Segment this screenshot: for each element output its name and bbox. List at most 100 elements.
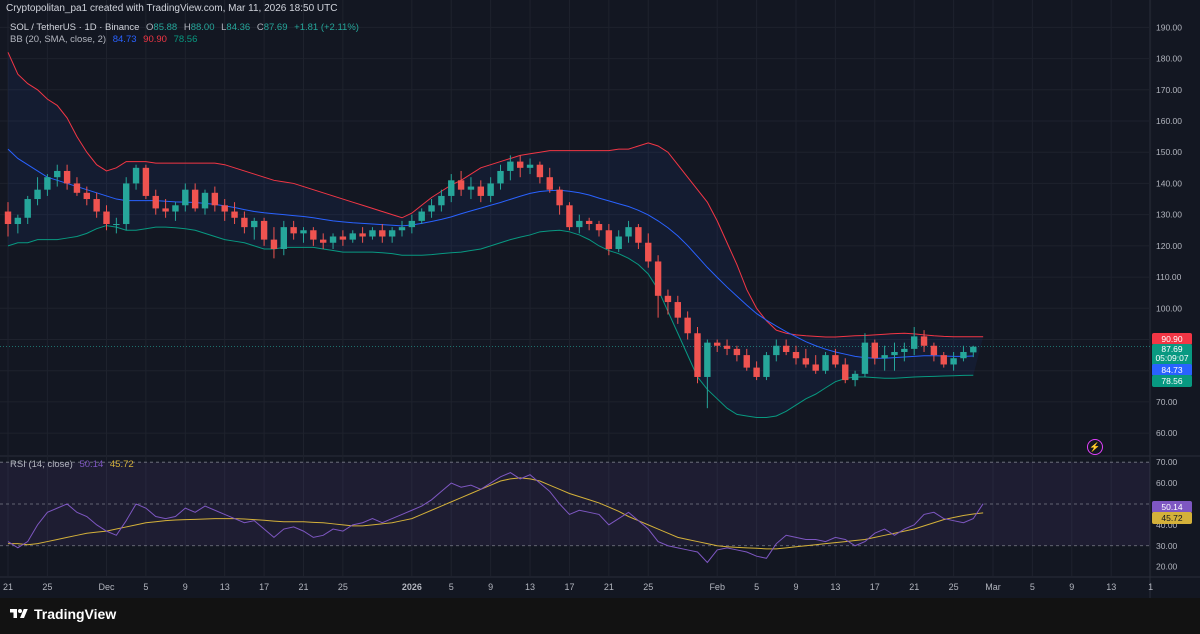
time-tick-label: 21	[3, 582, 13, 592]
candle	[497, 164, 504, 190]
ohlc-high: H88.00	[183, 22, 215, 33]
candle	[566, 202, 573, 231]
price-tick-label: 60.00	[1156, 428, 1178, 438]
time-tick-label: 9	[1069, 582, 1074, 592]
price-tick-label: 100.00	[1156, 303, 1182, 313]
chart-canvas[interactable]: 190.00180.00170.00160.00150.00140.00130.…	[0, 0, 1200, 600]
symbol-legend[interactable]: SOL / TetherUS · 1D · Binance O85.88 H88…	[10, 22, 363, 33]
candle-body	[536, 164, 544, 178]
candle-body	[881, 355, 888, 359]
candle-body	[792, 351, 800, 359]
candle-body	[63, 170, 71, 184]
candle	[861, 333, 869, 377]
candle	[940, 351, 947, 368]
chart-caption: Cryptopolitan_pa1 created with TradingVi…	[6, 3, 338, 14]
candle	[241, 211, 248, 234]
candle-body	[615, 236, 622, 249]
candle-body	[605, 230, 613, 249]
candle-body	[635, 227, 642, 243]
candle	[438, 189, 445, 212]
price-tick-label: 160.00	[1156, 116, 1182, 126]
candle	[182, 183, 189, 212]
symbol-title: SOL / TetherUS · 1D · Binance	[10, 22, 140, 33]
candle	[162, 199, 169, 218]
last-price-value: 87.69	[1161, 344, 1183, 354]
candle-body	[576, 220, 583, 228]
candle-body	[379, 230, 386, 237]
bb-legend[interactable]: BB (20, SMA, close, 2) 84.73 90.90 78.56	[10, 34, 201, 45]
candle-body	[123, 183, 130, 225]
candle	[891, 342, 898, 371]
ohlc-close: C87.69	[256, 22, 288, 33]
candle	[842, 358, 849, 384]
candle	[457, 170, 465, 196]
footer-bar	[0, 598, 1200, 634]
candle-body	[585, 220, 593, 225]
time-tick-label: 17	[564, 582, 574, 592]
candle	[320, 233, 327, 249]
candle-body	[664, 295, 672, 303]
candle-body	[477, 186, 484, 196]
price-tick-label: 130.00	[1156, 210, 1182, 220]
candle-body	[388, 230, 396, 237]
candle-body	[398, 227, 406, 231]
candle	[14, 214, 22, 234]
candle-body	[832, 355, 839, 365]
candle	[73, 177, 81, 196]
candle-body	[556, 189, 563, 206]
candle	[34, 177, 41, 206]
candle-body	[221, 205, 228, 212]
time-tick-label: 17	[870, 582, 880, 592]
candle-body	[901, 348, 908, 352]
candle	[911, 327, 918, 356]
candle-body	[201, 192, 209, 209]
chart-background	[0, 0, 1200, 600]
time-axis: 21 25 Dec 5 9 13 17 21 25 2026 5 9 13 17 21 25 Feb 5 9 13 17…	[3, 582, 1153, 592]
candle-body	[704, 342, 711, 377]
time-tick-label: 17	[259, 582, 269, 592]
last-price-tag: 87.69 05:09:07	[1152, 344, 1192, 366]
candle	[388, 227, 396, 243]
candle	[832, 348, 839, 368]
candle	[251, 217, 258, 240]
candle-body	[891, 351, 898, 356]
candle	[773, 339, 780, 362]
candle	[103, 205, 110, 231]
rsi-tick-label: 70.00	[1156, 457, 1178, 467]
candle	[152, 189, 159, 215]
candle	[960, 345, 967, 362]
candle	[201, 189, 209, 215]
candle	[536, 161, 544, 184]
candle-body	[73, 183, 81, 193]
rsi-tick-label: 20.00	[1156, 562, 1178, 572]
candle	[763, 351, 770, 381]
candle-body	[270, 239, 278, 249]
rsi-legend[interactable]: RSI (14, close) 50.14 45.72	[10, 459, 138, 470]
time-tick-label: 25	[643, 582, 653, 592]
rsi-ma-line	[8, 477, 984, 550]
candle	[635, 224, 642, 249]
candle	[743, 348, 750, 371]
candle	[191, 183, 199, 212]
candle-body	[753, 367, 760, 377]
candle	[379, 224, 386, 243]
rsi-ma-value: 45.72	[109, 459, 134, 470]
candle-body	[24, 199, 31, 218]
rsi-value: 50.14	[79, 459, 104, 470]
time-tick-label: 1	[1148, 582, 1153, 592]
candle-body	[526, 164, 534, 168]
candle-body	[320, 239, 327, 243]
bb-upper-line	[7, 52, 984, 338]
time-tick-label: 13	[525, 582, 535, 592]
candle-body	[241, 217, 248, 228]
rsi-ma-price-tag: 45.72	[1152, 512, 1192, 524]
candle-body	[172, 205, 179, 212]
candle	[132, 164, 140, 190]
candle-body	[54, 170, 61, 178]
price-tick-label: 170.00	[1156, 85, 1182, 95]
tradingview-logo[interactable]: TradingView	[8, 606, 116, 622]
lightning-icon[interactable]: ⚡	[1087, 439, 1103, 455]
candle-body	[822, 355, 829, 371]
candle	[93, 192, 100, 218]
candle	[625, 220, 632, 243]
